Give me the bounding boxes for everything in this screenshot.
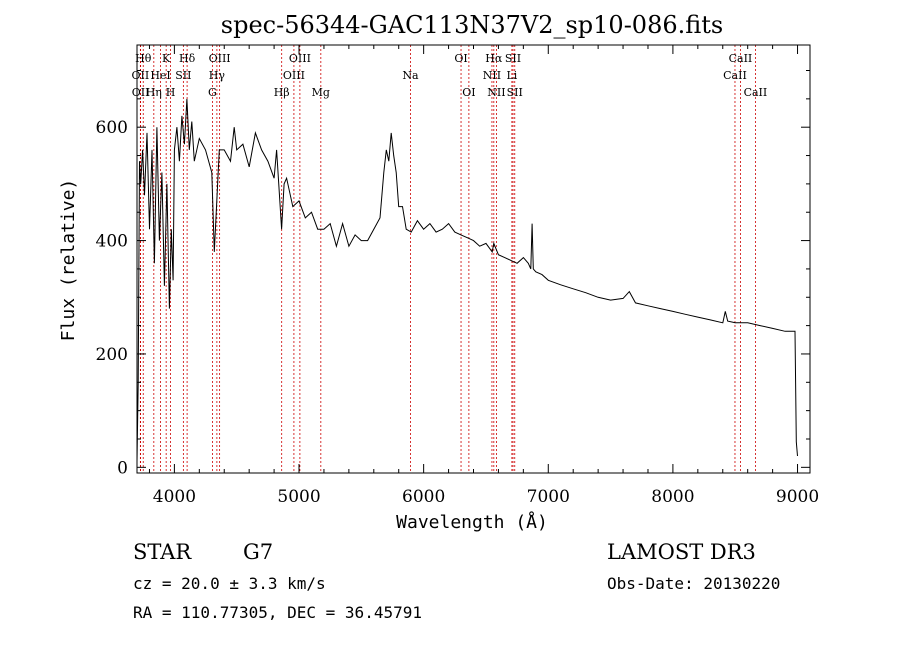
- survey-name: LAMOST DR3: [607, 540, 756, 564]
- plot-frame: [136, 44, 811, 474]
- x-tick-label: 5000: [277, 487, 320, 507]
- spectral-line-labels: OII OII Hθ Hη HeI K H SII Hδ G Hγ OIII Hβ OIII OIII Mg N…: [132, 52, 768, 99]
- line-label-CaII: CaII: [729, 52, 753, 65]
- y-tick-label: 0: [117, 458, 128, 478]
- object-class: STAR: [133, 540, 192, 564]
- x-axis-label: Wavelength (Å): [396, 511, 548, 533]
- y-axis: 0 200 400 600: [96, 70, 810, 478]
- redshift-text: cz = 20.0 ± 3.3 km/s: [133, 574, 326, 593]
- x-tick-label: 7000: [527, 487, 570, 507]
- line-label-OIII: OIII: [283, 69, 305, 82]
- line-label-Na: Na: [402, 69, 419, 82]
- x-tick-label: 4000: [153, 487, 196, 507]
- obs-date: Obs-Date: 20130220: [607, 574, 781, 593]
- line-label-Hβ: Hβ: [274, 86, 290, 99]
- line-label-NII: NII: [487, 86, 505, 99]
- chart-title: spec-56344-GAC113N37V2_sp10-086.fits: [221, 11, 723, 39]
- line-label-NII: NII: [483, 69, 501, 82]
- line-label-CaII: CaII: [744, 86, 768, 99]
- x-tick-label: 9000: [776, 487, 819, 507]
- line-label-OIII: OIII: [209, 52, 231, 65]
- line-label-Li: Li: [506, 69, 517, 82]
- line-label-G: G: [208, 86, 217, 99]
- line-label-Mg: Mg: [312, 86, 330, 99]
- line-label-H: H: [166, 86, 176, 99]
- line-label-HeI: HeI: [150, 69, 170, 82]
- y-tick-label: 400: [96, 232, 128, 252]
- y-tick-label: 200: [96, 345, 128, 365]
- line-label-SII: SII: [507, 86, 523, 99]
- line-label-K: K: [162, 52, 171, 65]
- line-label-OI: OI: [462, 86, 475, 99]
- coordinates: RA = 110.77305, DEC = 36.45791: [133, 603, 422, 622]
- subclass: G7: [243, 540, 274, 564]
- line-label-Hθ: Hθ: [135, 52, 152, 65]
- line-label-OII: OII: [132, 69, 150, 82]
- line-label-Hα: Hα: [485, 52, 503, 65]
- line-label-CaII: CaII: [723, 69, 747, 82]
- spectral-line-markers: [139, 45, 756, 473]
- line-label-OIII: OIII: [289, 52, 311, 65]
- line-label-SII: SII: [175, 69, 191, 82]
- line-label-Hγ: Hγ: [209, 69, 226, 82]
- spectrum-series-line: [136, 98, 798, 462]
- line-label-Hη: Hη: [146, 86, 162, 99]
- x-tick-label: 6000: [402, 487, 445, 507]
- line-label-OII: OII: [132, 86, 150, 99]
- x-tick-label: 8000: [651, 487, 694, 507]
- line-label-Hδ: Hδ: [179, 52, 196, 65]
- y-axis-label: Flux (relative): [58, 179, 79, 342]
- line-label-OI: OI: [454, 52, 467, 65]
- y-tick-label: 600: [96, 118, 128, 138]
- x-axis: 4000 5000 6000 7000 8000 9000: [148, 45, 819, 507]
- line-label-SII: SII: [505, 52, 521, 65]
